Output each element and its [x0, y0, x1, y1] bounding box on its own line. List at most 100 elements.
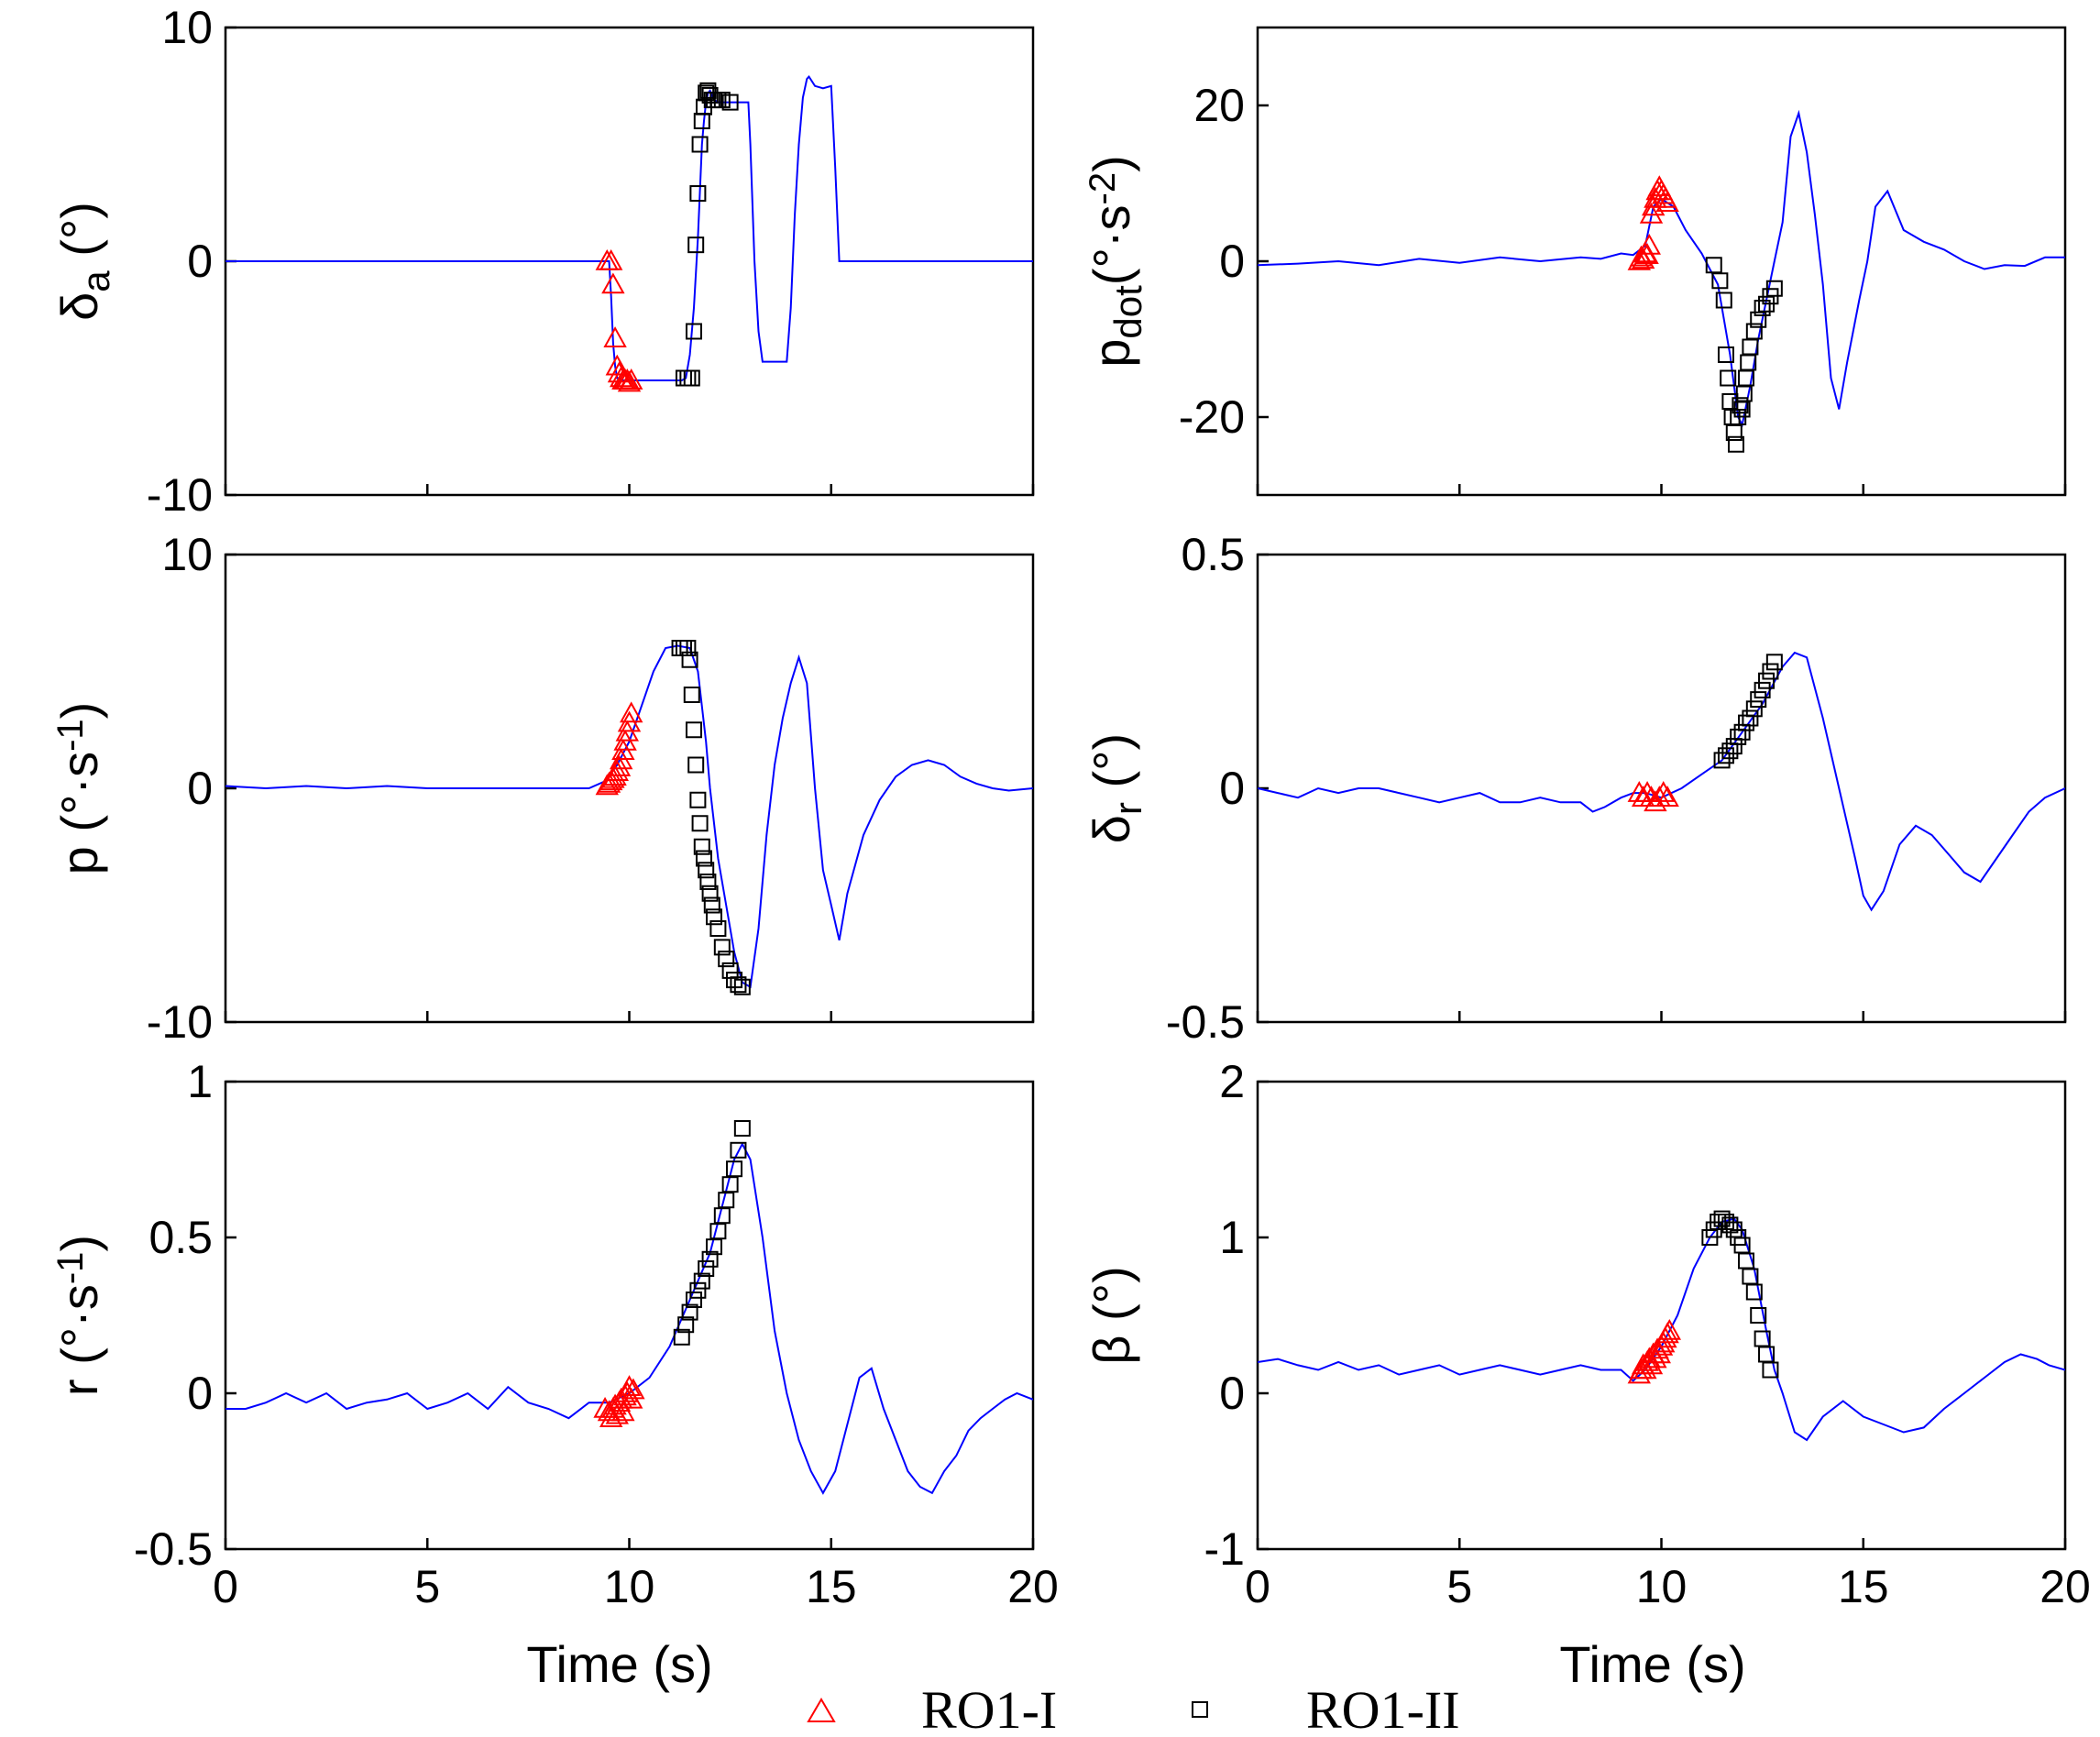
ro1-ii-marker: [730, 976, 747, 994]
ro1-ii-marker: [703, 896, 720, 914]
ro1-ii-marker: [687, 756, 705, 774]
ro1-i-marker: [603, 326, 627, 347]
ro1-ii-marker: [1765, 280, 1783, 297]
ro1-ii-marker: [1715, 291, 1732, 309]
y-axis-title: pdot(°·s-2): [1083, 155, 1149, 367]
plot-data: [225, 640, 1033, 995]
ro1-i-marker: [1635, 781, 1659, 802]
y-tick-label: 0: [187, 236, 213, 287]
ro1-i-marker: [1633, 1358, 1657, 1380]
ro1-i-marker: [620, 368, 643, 390]
ro1-ii-marker: [1762, 663, 1779, 680]
x-tick-label: 15: [1838, 1561, 1889, 1612]
y-tick-label: 2: [1219, 1056, 1245, 1107]
legend-square-marker: [1192, 1701, 1208, 1718]
y-tick-label: 20: [1193, 80, 1245, 131]
ro1-ii-marker: [713, 939, 731, 956]
series-line-beta: [1258, 1217, 2065, 1442]
ro1-i-marker: [1637, 233, 1661, 255]
ro1-ii-marker: [681, 651, 698, 668]
y-tick-label: 0: [1219, 1368, 1245, 1419]
x-tick-label: 0: [1245, 1561, 1270, 1612]
y-axis-title: δa (°): [50, 202, 117, 321]
y-axis-title: δr (°): [1083, 733, 1149, 843]
ro1-ii-marker: [709, 920, 727, 937]
x-tick-label: 0: [213, 1561, 238, 1612]
ro1-ii-marker: [685, 721, 702, 739]
ro1-ii-marker: [691, 815, 709, 832]
subplot-delta_a: -10 0 10 δa (°): [50, 2, 1035, 521]
y-tick-label: 10: [161, 529, 213, 580]
ro1-i-marker: [1639, 202, 1664, 224]
ro1-i-marker: [599, 248, 623, 270]
y-tick-label: -10: [147, 996, 213, 1048]
ro1-ii-marker: [683, 687, 700, 703]
ro1-ii-marker: [1720, 369, 1737, 387]
ro1-ii-marker: [1745, 1283, 1763, 1301]
ro1-ii-marker: [691, 136, 709, 153]
ro1-ii-marker: [1765, 654, 1783, 671]
ro1-ii-marker: [1750, 1307, 1767, 1324]
legend: RO1-I RO1-II: [807, 1680, 1460, 1737]
ro1-ii-marker: [701, 1250, 719, 1268]
ro1-i-marker: [1657, 1318, 1682, 1340]
ro1-ii-marker: [689, 791, 707, 808]
y-tick-label: 0: [187, 1368, 213, 1419]
ro1-ii-marker: [1762, 1361, 1779, 1379]
ro1-ii-marker: [1745, 700, 1763, 718]
ro1-ii-marker: [699, 82, 717, 99]
ro1-ii-marker: [726, 1160, 743, 1178]
ro1-ii-marker: [1732, 397, 1749, 414]
ro1-ii-marker: [685, 1292, 702, 1308]
ro1-i-marker: [607, 754, 632, 776]
y-axis-title: β (°): [1083, 1266, 1140, 1364]
ro1-ii-marker: [701, 885, 719, 902]
y-tick-label: 0: [1219, 763, 1245, 814]
ro1-i-marker: [1631, 247, 1655, 269]
y-tick-label: -20: [1179, 391, 1245, 443]
legend-triangle-marker: [807, 1698, 836, 1722]
ro1-i-marker: [617, 1375, 642, 1396]
ro1-ii-marker: [698, 862, 715, 879]
y-tick-label: 10: [161, 2, 213, 53]
subplot-p: -10 0 10 p (°·s-1): [50, 529, 1035, 1048]
ro1-ii-marker: [683, 369, 700, 387]
plot-data: [225, 74, 1033, 392]
ro1-ii-marker: [693, 1272, 710, 1290]
ro1-ii-marker: [689, 1281, 707, 1299]
y-tick-label: 0: [187, 763, 213, 814]
legend-label-ro1-i: RO1-I: [921, 1680, 1057, 1737]
ro1-ii-marker: [1750, 691, 1767, 709]
subplot-p_dot: -20 0 20 pdot(°·s-2): [1083, 26, 2067, 497]
y-axis-title: p (°·s-1): [50, 702, 108, 875]
ro1-ii-marker: [699, 874, 717, 890]
ro1-ii-marker: [1717, 346, 1734, 363]
x-tick-label: 15: [806, 1561, 857, 1612]
ro1-ii-marker: [706, 908, 723, 926]
ro1-i-marker: [1641, 194, 1666, 216]
y-tick-label: -1: [1204, 1523, 1245, 1575]
x-tick-label: 10: [604, 1561, 655, 1612]
ro1-ii-marker: [733, 978, 751, 995]
ro1-i-marker: [1647, 1342, 1671, 1364]
plot-data: [1258, 109, 2065, 453]
ro1-ii-marker: [1745, 323, 1763, 340]
ro1-ii-marker: [679, 640, 697, 656]
ro1-i-marker: [1652, 781, 1676, 802]
ro1-ii-marker: [1754, 681, 1771, 698]
series-line-p_dot: [1258, 109, 2065, 428]
plot-data: [1258, 1210, 2065, 1442]
y-tick-label: -10: [147, 469, 213, 521]
ro1-ii-marker: [698, 1260, 715, 1277]
ro1-ii-marker: [721, 93, 739, 111]
y-axis-title: r (°·s-1): [50, 1235, 108, 1396]
x-tick-label: 20: [2040, 1561, 2091, 1612]
series-line-delta_r: [1258, 651, 2065, 912]
ro1-ii-marker: [685, 323, 702, 340]
subplot-delta_r: -0.5 0 0.5 δr (°): [1083, 529, 2067, 1048]
ro1-ii-marker: [693, 838, 710, 855]
ro1-ii-marker: [673, 1328, 690, 1346]
